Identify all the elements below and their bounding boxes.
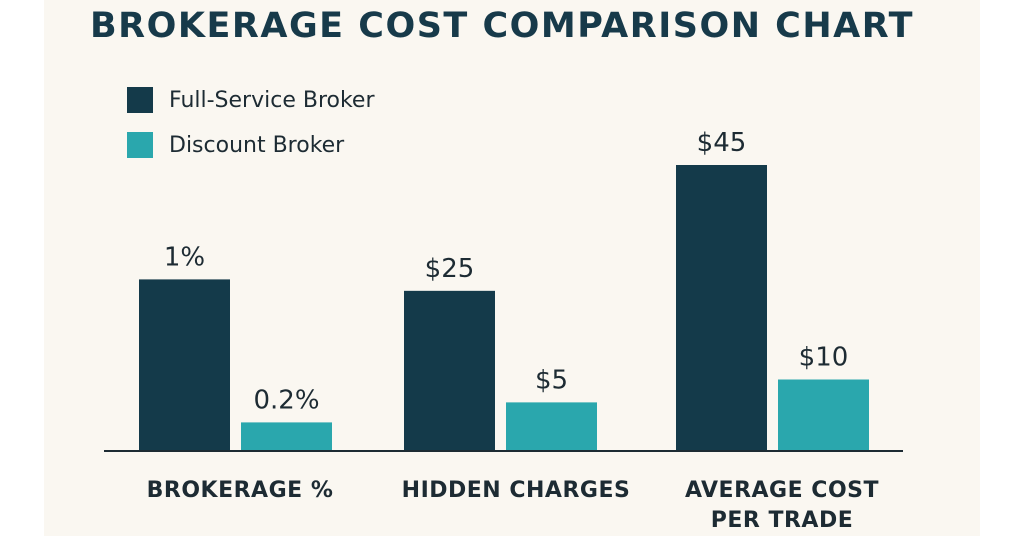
legend-label-full-service: Full-Service Broker xyxy=(169,87,375,113)
bar-discount-2 xyxy=(778,379,869,451)
chart-title: BROKERAGE COST COMPARISON CHART xyxy=(90,6,915,46)
value-label-discount-1: $5 xyxy=(535,365,568,395)
legend-item-discount: Discount Broker xyxy=(127,130,344,160)
legend-item-full-service: Full-Service Broker xyxy=(127,85,375,115)
value-label-full-service-1: $25 xyxy=(425,254,475,284)
category-label-0: BROKERAGE % xyxy=(147,478,334,503)
legend-swatch-discount xyxy=(127,132,153,158)
value-label-full-service-2: $45 xyxy=(697,128,747,158)
bar-full-service-2 xyxy=(676,165,767,451)
value-label-full-service-0: 1% xyxy=(164,242,205,272)
bar-discount-1 xyxy=(506,402,597,451)
bar-discount-0 xyxy=(241,422,332,451)
bar-full-service-0 xyxy=(139,279,230,451)
category-label-2-line-0: AVERAGE COST xyxy=(685,478,879,503)
legend-label-discount: Discount Broker xyxy=(169,132,345,158)
value-label-discount-0: 0.2% xyxy=(253,385,319,415)
bar-full-service-1 xyxy=(404,290,495,451)
value-label-discount-2: $10 xyxy=(799,343,849,373)
legend-swatch-full-service xyxy=(127,87,153,113)
category-label-2-line-1: PER TRADE xyxy=(711,508,854,533)
category-label-1: HIDDEN CHARGES xyxy=(402,478,631,503)
